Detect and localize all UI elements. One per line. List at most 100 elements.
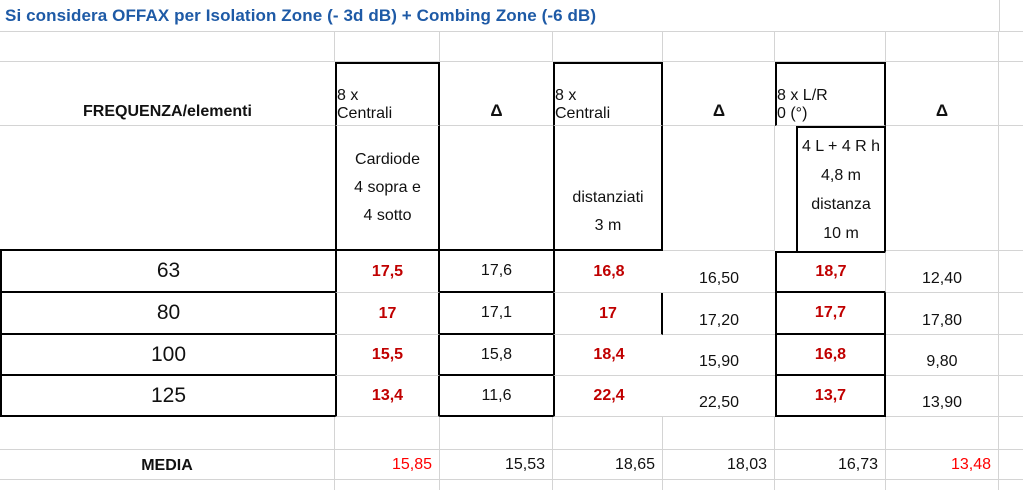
spacer-cell [775,480,886,490]
spacer-cell [663,417,775,450]
spacer-cell [440,417,553,450]
spacer-cell [999,335,1023,376]
row3-delta2-value[interactable]: 22,50 [663,376,775,417]
row3-central8-spaced-value[interactable]: 22,4 [553,376,663,417]
spacer-cell [0,480,335,490]
spacer-cell [663,32,775,62]
spacer-cell [999,0,1023,32]
header-delta3-cell[interactable]: Δ [886,62,999,126]
media-value-0[interactable]: 15,85 [335,450,440,480]
spacer-cell [663,480,775,490]
spacer-cell [999,62,1023,126]
header-text-line: 0 (°) [777,105,808,122]
header-text-stack: 4 L + 4 R h 4,8 m distanza 10 m [798,132,884,248]
spacer-cell [0,126,335,251]
row1-central8-cardioid-value[interactable]: 17 [335,293,440,335]
media-value-5[interactable]: 13,48 [886,450,999,480]
row1-delta3-value[interactable]: 17,80 [886,293,999,335]
spacer-cell [886,417,999,450]
spacer-cell [335,480,440,490]
row0-delta1-value[interactable]: 17,6 [440,251,553,293]
row2-lr8-value[interactable]: 16,8 [775,335,886,376]
media-label-cell[interactable]: MEDIA [0,450,335,480]
media-value-4[interactable]: 16,73 [775,450,886,480]
header-delta2-cell[interactable]: Δ [663,62,775,126]
header-central8-cardioid-top-cell[interactable]: 8 x Centrali [335,62,440,126]
spacer-cell [999,126,1023,251]
row0-delta2-value[interactable]: 16,50 [663,251,775,293]
row3-lr8-value[interactable]: 13,7 [775,376,886,417]
spacer-cell [999,32,1023,62]
row1-central8-spaced-value[interactable]: 17 [553,293,663,335]
header-text-line: 4 sotto [363,206,412,224]
media-value-1[interactable]: 15,53 [440,450,553,480]
header-central8-cardioid-sub-cell[interactable]: Cardiode 4 sopra e 4 sotto [335,126,440,251]
row2-delta2-value[interactable]: 15,90 [663,335,775,376]
header-text-stack: Cardiode 4 sopra e 4 sotto [337,146,438,230]
header-frequenza-cell[interactable]: FREQUENZA/elementi [0,62,335,126]
spacer-cell [886,480,999,490]
row1-delta1-value[interactable]: 17,1 [440,293,553,335]
spacer-cell [0,32,335,62]
header-text-line: distanza [811,195,871,213]
spacer-cell [440,32,553,62]
row1-delta2-value[interactable]: 17,20 [663,293,775,335]
header-text-line: Centrali [337,105,393,122]
spacer-cell [886,126,999,251]
row0-central8-spaced-value[interactable]: 16,8 [553,251,663,293]
spacer-cell [999,417,1023,450]
header-text-line: 8 x [337,87,359,104]
spacer-cell [663,126,775,251]
header-text-stack: distanziati 3 m [555,184,661,240]
spacer-cell [0,417,335,450]
spacer-cell [335,417,440,450]
row2-central8-cardioid-value[interactable]: 15,5 [335,335,440,376]
row3-freq-cell[interactable]: 125 [0,376,335,417]
spacer-cell [335,32,440,62]
row1-lr8-value[interactable]: 17,7 [775,293,886,335]
header-central8-spaced-top-cell[interactable]: 8 x Centrali [553,62,663,126]
header-text-line: 8 x [555,87,577,104]
header-central8-spaced-sub-cell[interactable]: distanziati 3 m [553,126,663,251]
row0-central8-cardioid-value[interactable]: 17,5 [335,251,440,293]
sheet-title-cell[interactable]: Si considera OFFAX per Isolation Zone (-… [0,0,999,32]
spacer-cell [999,480,1023,490]
spacer-cell [775,32,886,62]
row2-delta3-value[interactable]: 9,80 [886,335,999,376]
spacer-cell [440,126,553,251]
spacer-cell [999,376,1023,417]
spacer-cell [886,32,999,62]
row3-delta3-value[interactable]: 13,90 [886,376,999,417]
row2-central8-spaced-value[interactable]: 18,4 [553,335,663,376]
header-lr8-top-cell[interactable]: 8 x L/R 0 (°) [775,62,886,126]
spacer-cell [553,32,663,62]
row3-delta1-value[interactable]: 11,6 [440,376,553,417]
media-value-3[interactable]: 18,03 [663,450,775,480]
row2-delta1-value[interactable]: 15,8 [440,335,553,376]
row2-freq-cell[interactable]: 100 [0,335,335,376]
spacer-cell [440,480,553,490]
spacer-cell [999,450,1023,480]
header-text-line: 4 L + 4 R h [801,137,881,155]
row1-freq-cell[interactable]: 80 [0,293,335,335]
header-text-line: 3 m [594,217,622,234]
spacer-cell [999,293,1023,335]
header-text-line: Centrali [555,105,611,122]
row0-freq-cell[interactable]: 63 [0,251,335,293]
spacer-cell [553,417,663,450]
header-text-line: 4,8 m [820,166,861,184]
row3-central8-cardioid-value[interactable]: 13,4 [335,376,440,417]
row0-lr8-value[interactable]: 18,7 [775,251,886,293]
spacer-cell [553,480,663,490]
header-text-line: distanziati [572,189,644,206]
row0-delta3-value[interactable]: 12,40 [886,251,999,293]
header-delta1-cell[interactable]: Δ [440,62,553,126]
spacer-cell [775,417,886,450]
spacer-cell [999,251,1023,293]
header-lr8-sub-cell[interactable]: 4 L + 4 R h 4,8 m distanza 10 m [796,126,886,251]
media-value-2[interactable]: 18,65 [553,450,663,480]
header-text-line: 10 m [823,224,859,242]
header-text-line: Cardiode [355,150,420,168]
header-text-line: 8 x L/R [777,87,828,104]
